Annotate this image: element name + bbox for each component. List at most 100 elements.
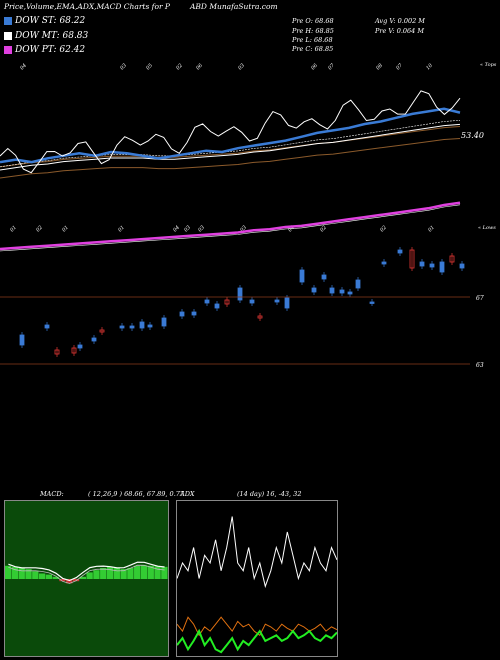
candle-body xyxy=(99,329,105,333)
bottom-date-label: 01 xyxy=(61,225,70,234)
pt-line xyxy=(0,201,461,251)
legend-st: DOW ST: 68.22 xyxy=(4,16,85,26)
tops-label: « Tops xyxy=(480,62,497,68)
level-label: 63 xyxy=(476,362,484,369)
top-date-label: 07 xyxy=(395,62,404,71)
bottom-date-label: 02 xyxy=(379,225,388,234)
adx-params: (14 day) 16, -43, 32 xyxy=(237,490,302,498)
candle-body xyxy=(381,261,387,265)
chart-title: Price,Volume,EMA,ADX,MACD Charts for P xyxy=(4,2,170,11)
candle-body xyxy=(284,297,290,309)
macd-label: MACD: xyxy=(40,490,64,498)
macd-signal-line xyxy=(8,564,165,584)
candle-body xyxy=(299,269,305,283)
bottom-date-label: 03 xyxy=(197,225,206,234)
macd-bar xyxy=(127,568,134,579)
adx-panel xyxy=(176,500,338,657)
macd-panel xyxy=(4,500,169,657)
macd-bar xyxy=(52,576,59,579)
macd-bar xyxy=(59,579,66,582)
macd-bar xyxy=(106,566,114,579)
macd-bar xyxy=(11,566,19,579)
stat-pre-volume: Pre V: 0.064 M xyxy=(375,27,425,35)
top-date-label: 10 xyxy=(425,62,434,71)
candle-body xyxy=(249,299,255,304)
macd-bar xyxy=(79,576,86,579)
candle-body xyxy=(329,287,335,294)
top-date-label: 05 xyxy=(145,63,154,72)
ema-brown-line-2 xyxy=(0,126,461,168)
top-date-label: 03 xyxy=(119,63,128,72)
candle-body xyxy=(224,299,230,305)
mt-line xyxy=(0,123,461,171)
macd-bar xyxy=(38,573,46,579)
stat-pre-high: Pre H: 68.85 xyxy=(292,27,334,35)
adx-series-line xyxy=(177,516,337,589)
candle-body xyxy=(161,317,167,327)
candles xyxy=(19,247,465,357)
bottom-date-label: 03 xyxy=(239,225,248,234)
stat-pre-close: Pre C: 68.85 xyxy=(292,45,334,53)
stat-pre-open: Pre O: 68.68 xyxy=(292,17,334,25)
macd-bar xyxy=(66,579,73,584)
legend-mt-label: DOW MT: 68.83 xyxy=(15,31,89,41)
candle-body xyxy=(419,261,425,267)
candle-body xyxy=(321,274,327,280)
legend-mt-swatch xyxy=(4,32,12,40)
candle-body xyxy=(214,303,220,309)
candle-body xyxy=(237,287,243,301)
candle-body xyxy=(339,289,345,294)
macd-bar xyxy=(134,565,141,579)
bottom-date-label: 02 xyxy=(35,225,44,234)
price-chart: 04 03 05 02 06 03 06 07 08 07 10 01 02 01 01 04 03 03 03 0… xyxy=(0,62,497,369)
legend-pt-label: DOW PT: 62.42 xyxy=(15,45,86,55)
candle-body xyxy=(129,325,135,329)
top-date-label: 08 xyxy=(375,63,384,72)
candle-body xyxy=(77,344,83,349)
candle-body xyxy=(347,291,353,295)
bottom-date-labels: 01 02 01 01 04 03 03 03 04 02 02 01 xyxy=(9,225,436,234)
macd-bar xyxy=(154,566,161,579)
macd-bar xyxy=(161,566,168,579)
adx-label: ADX xyxy=(180,490,195,498)
candle-body xyxy=(397,249,403,254)
candle-body xyxy=(179,311,185,317)
adx-series-line xyxy=(177,616,337,637)
legend-st-label: DOW ST: 68.22 xyxy=(15,16,86,26)
top-date-label: 02 xyxy=(175,63,184,72)
macd-bar xyxy=(113,568,120,579)
top-date-label: 06 xyxy=(195,62,204,71)
macd-params: ( 12,26,9 ) 68.66, 67.89, 0.77 xyxy=(88,490,185,498)
price-line xyxy=(0,90,461,174)
candle-body xyxy=(147,324,153,328)
candle-body xyxy=(449,255,455,263)
macd-line xyxy=(8,561,165,582)
stat-pre-low: Pre L: 68.68 xyxy=(292,36,333,44)
candle-body xyxy=(311,287,317,293)
bottom-date-label: 03 xyxy=(183,225,192,234)
candle-body xyxy=(429,263,435,268)
macd-bar xyxy=(100,568,107,579)
candle-body xyxy=(459,263,465,269)
candle-body xyxy=(44,324,50,329)
site-watermark: ABD MunafaSutra.com xyxy=(190,2,278,11)
lows-label: « Lows xyxy=(478,225,496,231)
candle-body xyxy=(119,325,125,329)
macd-bar xyxy=(93,570,100,579)
macd-bar xyxy=(140,565,148,579)
bottom-date-label: 01 xyxy=(117,225,126,234)
top-date-labels: 04 03 05 02 06 03 06 07 08 07 10 xyxy=(19,62,434,71)
legend-pt-swatch xyxy=(4,46,12,54)
macd-bar xyxy=(86,572,93,579)
candle-body xyxy=(409,249,415,269)
candle-body xyxy=(204,299,210,304)
price-levels: 67 63 xyxy=(0,295,484,369)
candle-body xyxy=(139,321,145,329)
legend-pt: DOW PT: 62.42 xyxy=(4,45,85,55)
candle-body xyxy=(71,347,77,354)
macd-bar xyxy=(5,565,12,579)
macd-bar xyxy=(120,569,127,579)
price-tag: 53.40 xyxy=(461,131,484,140)
macd-bar xyxy=(18,568,25,579)
top-date-label: 07 xyxy=(327,62,336,71)
